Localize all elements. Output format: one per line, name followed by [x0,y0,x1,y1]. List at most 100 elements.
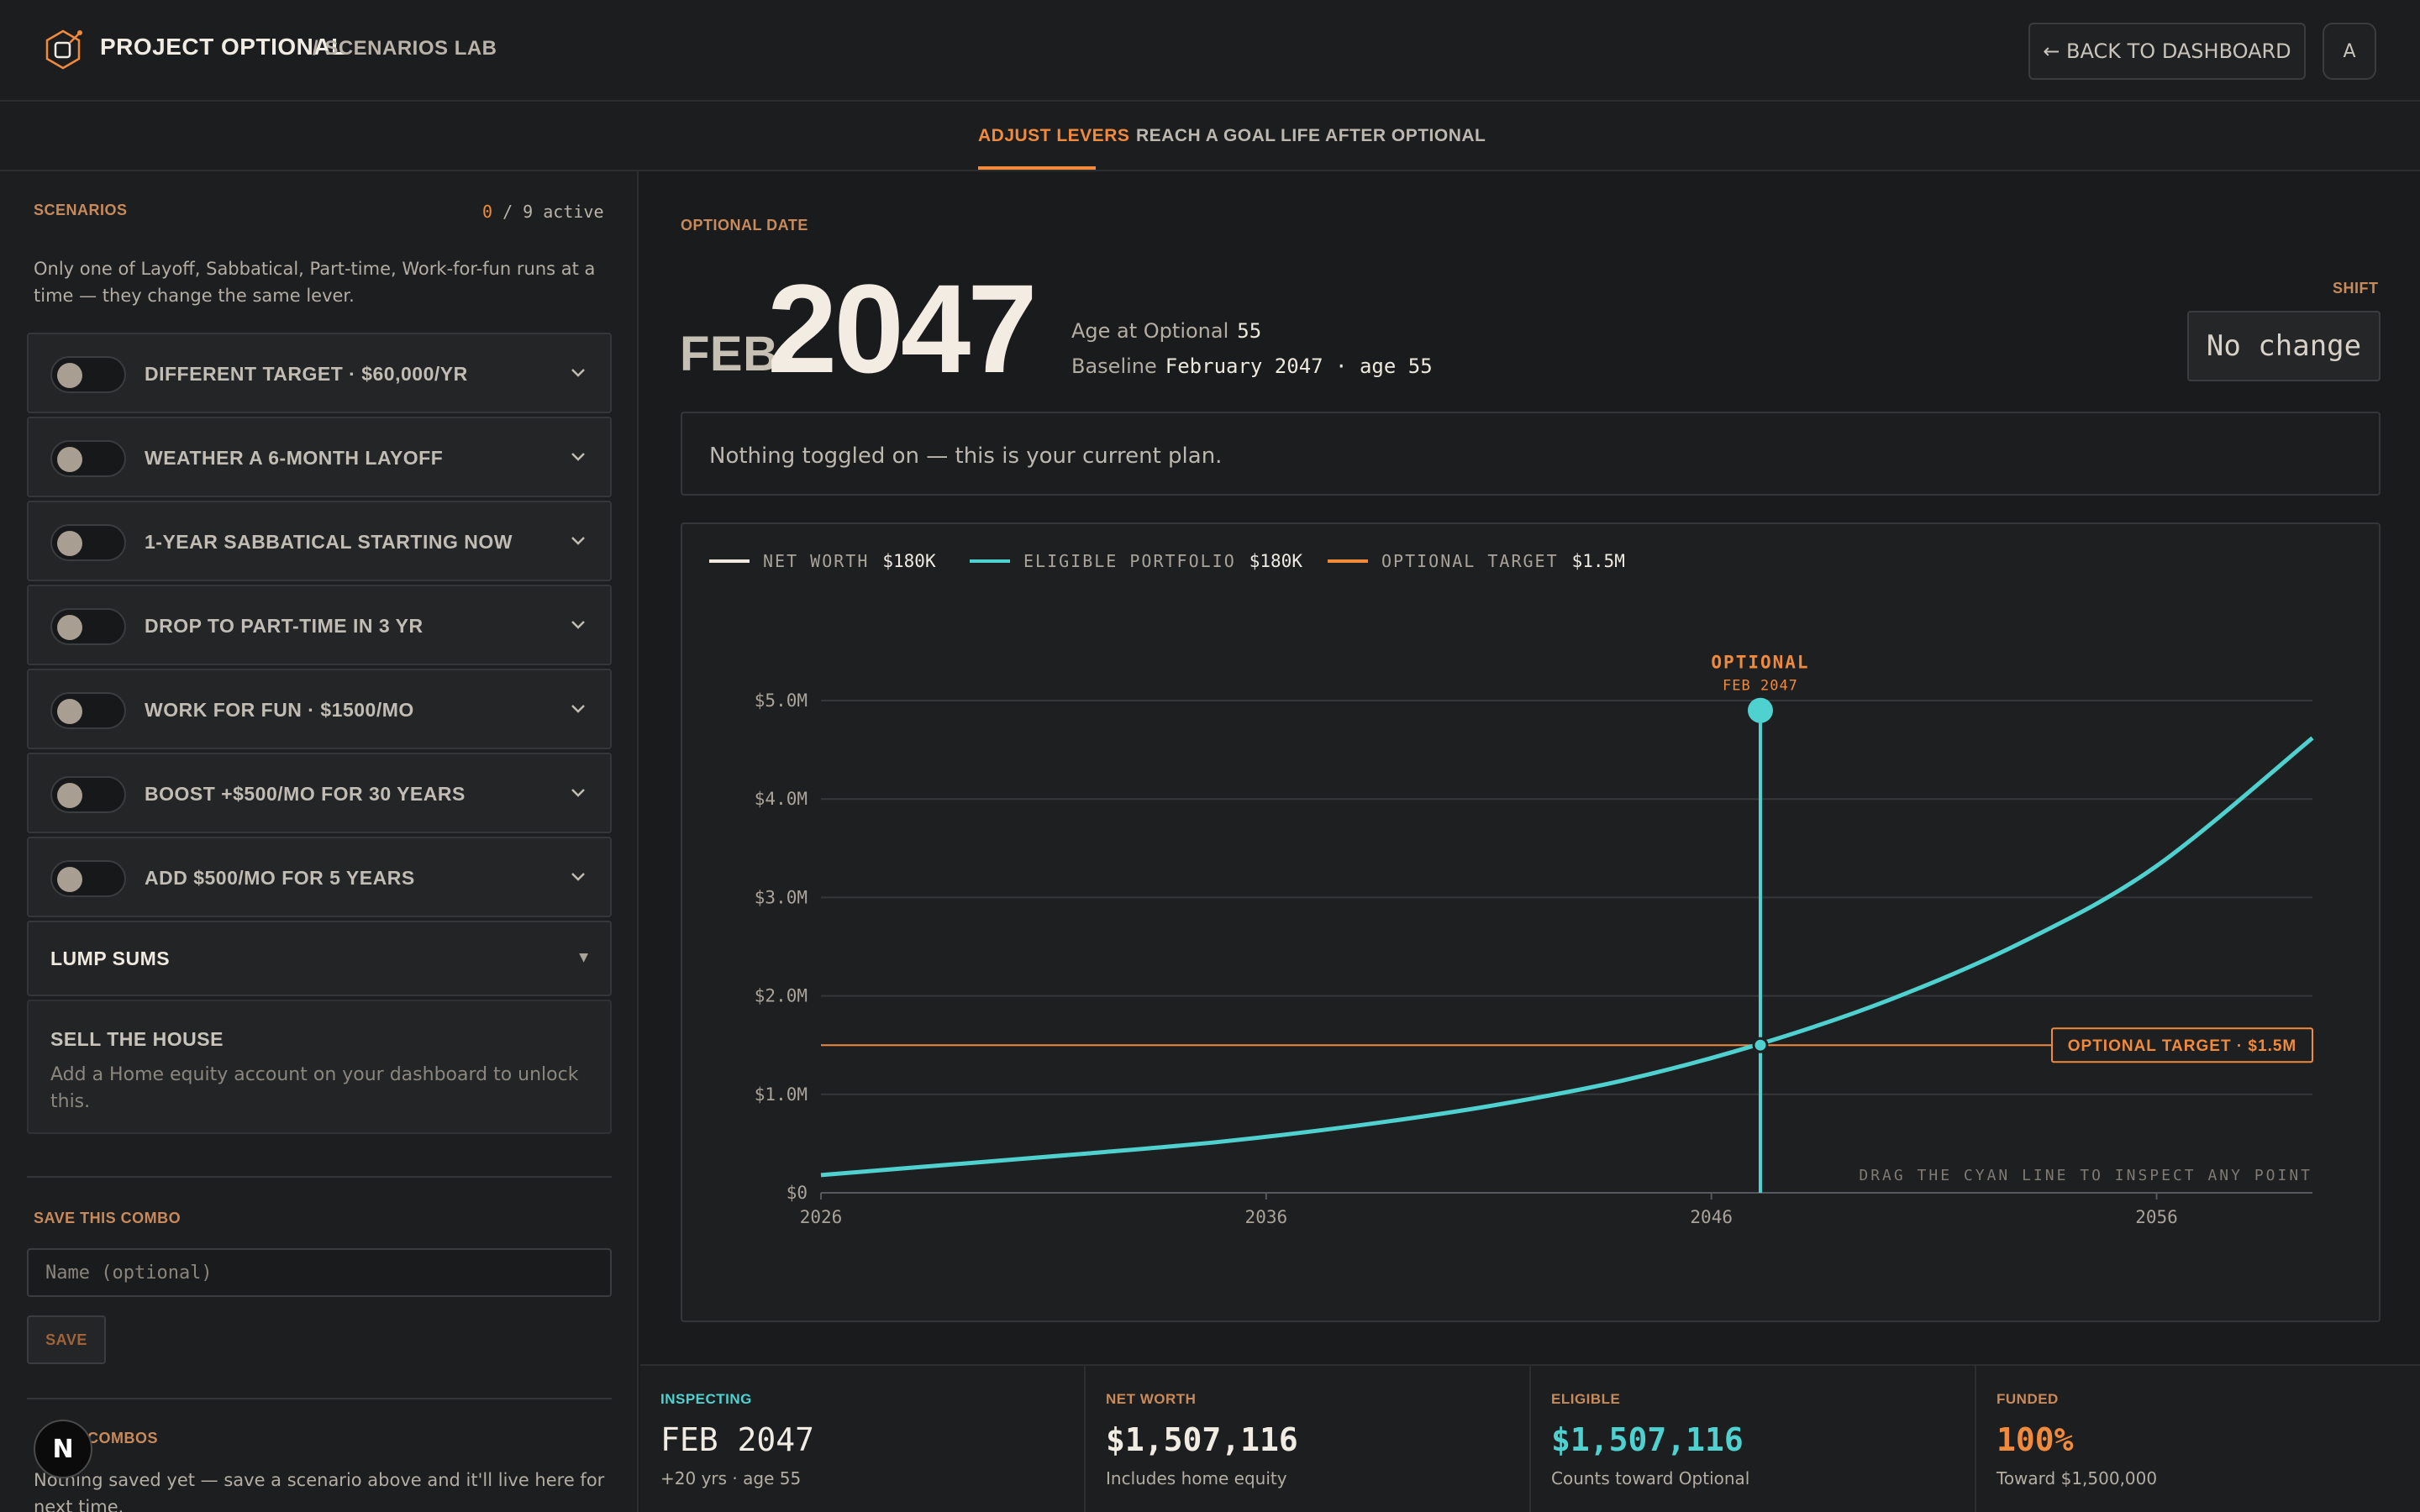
scenario-label: DIFFERENT TARGET · $60,000/YR [145,363,468,385]
stat-eligible: ELIGIBLE $1,507,116 Counts toward Option… [1531,1366,1976,1512]
legend-label: NET WORTH [763,551,870,571]
scenario-label: BOOST +$500/MO FOR 30 YEARS [145,783,466,805]
scenario-toggle[interactable] [50,440,126,477]
x-tick-label: 2046 [1690,1207,1733,1227]
legend-swatch [970,559,1010,563]
chart-panel [681,522,2381,1322]
lump-sums-title: LUMP SUMS [50,948,171,969]
scenarios-label: SCENARIOS [34,202,128,218]
scenario-different-target[interactable]: DIFFERENT TARGET · $60,000/YR [27,333,612,413]
x-tick-label: 2036 [1245,1207,1288,1227]
avatar[interactable]: A [2323,23,2376,80]
scenarios-sidebar: SCENARIOS 0 / 9 active Only one of Layof… [0,171,639,1512]
chevron-down-icon[interactable] [570,785,587,801]
age-value: 55 [1237,319,1262,343]
stat-value: 100% [1996,1421,2074,1458]
lump-sums-section[interactable]: LUMP SUMS ▼ [27,921,612,996]
caret-down-icon[interactable]: ▼ [579,951,588,964]
scenarios-note: Only one of Layoff, Sabbatical, Part-tim… [34,259,596,306]
brand-title[interactable]: PROJECT OPTIONAL [100,34,346,60]
combo-name-input[interactable] [27,1248,612,1297]
baseline-label: Baseline [1071,354,1157,378]
scenario-boost-30-years[interactable]: BOOST +$500/MO FOR 30 YEARS [27,753,612,833]
y-tick-label: $5.0M [755,690,808,711]
scenario-label: WEATHER A 6-MONTH LAYOFF [145,447,444,469]
stat-label: INSPECTING [660,1391,752,1407]
y-tick-label: $4.0M [755,789,808,809]
sell-house-note: Add a Home equity account on your dashbo… [50,1064,579,1112]
chevron-down-icon[interactable] [570,869,587,885]
age-label: Age at Optional [1071,319,1229,343]
stats-bar: INSPECTING FEB 2047 +20 yrs · age 55 NET… [640,1364,2420,1512]
legend-value: $180K [1249,551,1302,571]
y-tick-label: $1.0M [755,1084,808,1105]
chevron-down-icon[interactable] [570,365,587,381]
stat-sub: Counts toward Optional [1551,1468,1750,1488]
age-at-optional: Age at Optional 55 [1071,319,1261,343]
scenario-part-time[interactable]: DROP TO PART-TIME IN 3 YR [27,585,612,665]
x-tick-label: 2026 [800,1207,843,1227]
divider [27,1398,612,1399]
chevron-down-icon[interactable] [570,533,587,549]
tab-reach-a-goal[interactable]: REACH A GOAL [1136,126,1276,145]
chevron-down-icon[interactable] [570,617,587,633]
tab-life-after-optional[interactable]: LIFE AFTER OPTIONAL [1281,126,1486,145]
chevron-down-icon[interactable] [570,449,587,465]
section-title: / SCENARIOS LAB [313,37,497,60]
divider [27,1176,612,1178]
shift-value: No change [2187,311,2381,381]
scenario-toggle[interactable] [50,692,126,729]
top-bar: PROJECT OPTIONAL / SCENARIOS LAB ← BACK … [0,0,2420,102]
scenario-toggle[interactable] [50,608,126,645]
scenario-layoff[interactable]: WEATHER A 6-MONTH LAYOFF [27,417,612,497]
legend-swatch [709,559,750,563]
scenario-label: ADD $500/MO FOR 5 YEARS [145,867,415,889]
legend-value: $1.5M [1571,551,1625,571]
save-button[interactable]: SAVE [27,1315,106,1364]
legend-net-worth: NET WORTH $180K [709,551,936,571]
stat-value: FEB 2047 [660,1421,815,1458]
back-to-dashboard-button[interactable]: ← BACK TO DASHBOARD [2028,23,2306,80]
scenario-work-for-fun[interactable]: WORK FOR FUN · $1500/MO [27,669,612,749]
stat-label: FUNDED [1996,1391,2059,1407]
scenario-toggle[interactable] [50,524,126,561]
scenario-toggle[interactable] [50,776,126,813]
tab-adjust-levers[interactable]: ADJUST LEVERS [978,126,1130,145]
logo-icon [45,29,82,70]
current-plan-banner: Nothing toggled on — this is your curren… [681,412,2381,496]
active-count-total: / 9 active [492,202,604,222]
active-count: 0 / 9 active [482,202,604,222]
combos-note: Nothing saved yet — save a scenario abov… [34,1470,605,1512]
stat-sub: Includes home equity [1106,1468,1287,1488]
stat-funded: FUNDED 100% Toward $1,500,000 [1976,1366,2420,1512]
optional-year: 2047 [767,258,1038,399]
toggle-knob [57,447,82,472]
stat-value: $1,507,116 [1106,1421,1298,1458]
optional-point-marker [1752,1037,1769,1053]
stat-label: ELIGIBLE [1551,1391,1621,1407]
stat-inspecting: INSPECTING FEB 2047 +20 yrs · age 55 [640,1366,1086,1512]
inspect-cursor-handle[interactable] [1747,697,1773,723]
optional-marker-title: OPTIONAL [1711,653,1809,673]
optional-date-label: OPTIONAL DATE [681,217,808,234]
eligible-portfolio-line [820,736,2314,1178]
scenario-toggle[interactable] [50,356,126,393]
toggle-knob [57,363,82,388]
chevron-down-icon[interactable] [570,701,587,717]
stat-sub: +20 yrs · age 55 [660,1468,802,1488]
y-tick-label: $2.0M [755,986,808,1006]
active-count-number: 0 [482,202,493,222]
optional-marker-date: FEB 2047 [1723,678,1798,695]
toggle-knob [57,783,82,808]
chart-hint: DRAG THE CYAN LINE TO INSPECT ANY POINT [1859,1167,2312,1184]
toggle-knob [57,531,82,556]
scenario-sabbatical[interactable]: 1-YEAR SABBATICAL STARTING NOW [27,501,612,581]
scenario-label: DROP TO PART-TIME IN 3 YR [145,615,424,637]
sell-house-card: SELL THE HOUSE Add a Home equity account… [27,1000,612,1134]
dev-badge-icon[interactable]: N [34,1420,92,1478]
scenario-add-5-years[interactable]: ADD $500/MO FOR 5 YEARS [27,837,612,917]
scenario-toggle[interactable] [50,860,126,897]
toggle-knob [57,615,82,640]
baseline-value: February 2047 · age 55 [1165,354,1433,378]
